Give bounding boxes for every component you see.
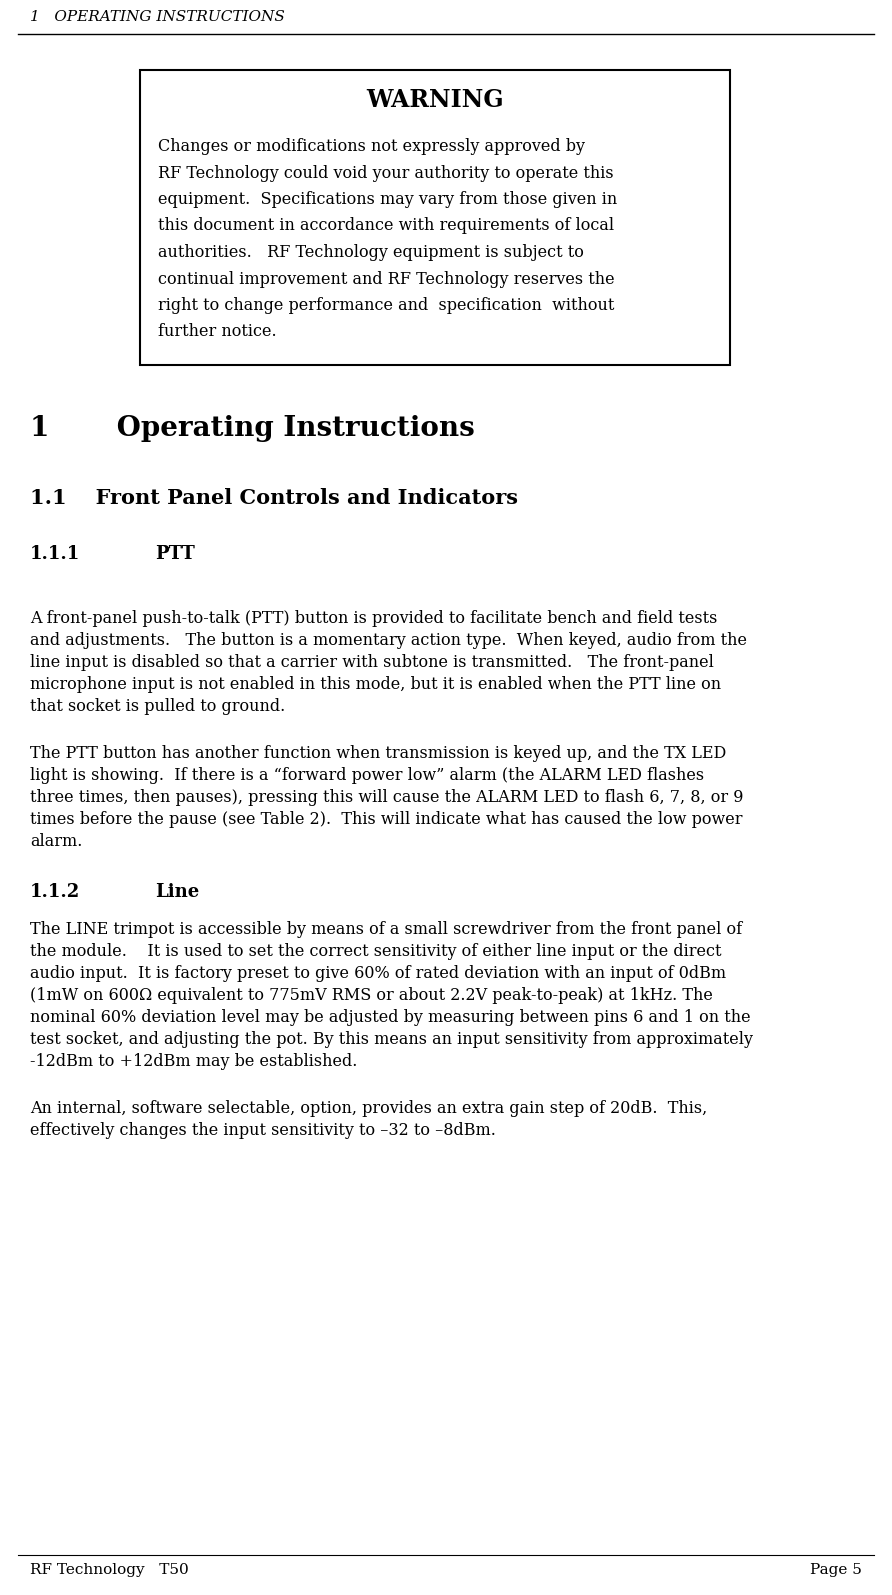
Text: 1.1.2: 1.1.2: [30, 884, 80, 901]
Text: audio input.  It is factory preset to give 60% of rated deviation with an input : audio input. It is factory preset to giv…: [30, 965, 726, 983]
Text: PTT: PTT: [155, 545, 194, 563]
Text: effectively changes the input sensitivity to –32 to –8dBm.: effectively changes the input sensitivit…: [30, 1121, 496, 1139]
Text: nominal 60% deviation level may be adjusted by measuring between pins 6 and 1 on: nominal 60% deviation level may be adjus…: [30, 1010, 751, 1026]
Text: A front-panel push-to-talk (PTT) button is provided to facilitate bench and fiel: A front-panel push-to-talk (PTT) button …: [30, 609, 717, 627]
Text: Page 5: Page 5: [810, 1563, 862, 1577]
Text: this document in accordance with requirements of local: this document in accordance with require…: [158, 217, 614, 234]
Text: RF Technology could void your authority to operate this: RF Technology could void your authority …: [158, 164, 614, 182]
Text: that socket is pulled to ground.: that socket is pulled to ground.: [30, 699, 285, 715]
Text: alarm.: alarm.: [30, 833, 82, 850]
Text: authorities.   RF Technology equipment is subject to: authorities. RF Technology equipment is …: [158, 244, 584, 262]
Text: The LINE trimpot is accessible by means of a small screwdriver from the front pa: The LINE trimpot is accessible by means …: [30, 920, 742, 938]
Text: times before the pause (see Table 2).  This will indicate what has caused the lo: times before the pause (see Table 2). Th…: [30, 810, 742, 828]
Text: 1.1    Front Panel Controls and Indicators: 1.1 Front Panel Controls and Indicators: [30, 488, 518, 507]
FancyBboxPatch shape: [140, 70, 730, 365]
Text: further notice.: further notice.: [158, 324, 277, 340]
Text: continual improvement and RF Technology reserves the: continual improvement and RF Technology …: [158, 271, 615, 287]
Text: line input is disabled so that a carrier with subtone is transmitted.   The fron: line input is disabled so that a carrier…: [30, 654, 714, 671]
Text: RF Technology   T50: RF Technology T50: [30, 1563, 189, 1577]
Text: microphone input is not enabled in this mode, but it is enabled when the PTT lin: microphone input is not enabled in this …: [30, 676, 721, 692]
Text: Line: Line: [155, 884, 199, 901]
Text: 1.1.1: 1.1.1: [30, 545, 80, 563]
Text: three times, then pauses), pressing this will cause the ALARM LED to flash 6, 7,: three times, then pauses), pressing this…: [30, 790, 744, 805]
Text: light is showing.  If there is a “forward power low” alarm (the ALARM LED flashe: light is showing. If there is a “forward…: [30, 767, 704, 785]
Text: the module.    It is used to set the correct sensitivity of either line input or: the module. It is used to set the correc…: [30, 943, 722, 960]
Text: Changes or modifications not expressly approved by: Changes or modifications not expressly a…: [158, 139, 585, 155]
Text: right to change performance and  specification  without: right to change performance and specific…: [158, 297, 615, 314]
Text: -12dBm to +12dBm may be established.: -12dBm to +12dBm may be established.: [30, 1053, 358, 1070]
Text: 1   OPERATING INSTRUCTIONS: 1 OPERATING INSTRUCTIONS: [30, 10, 285, 24]
Text: An internal, software selectable, option, provides an extra gain step of 20dB.  : An internal, software selectable, option…: [30, 1101, 707, 1116]
Text: (1mW on 600Ω equivalent to 775mV RMS or about 2.2V peak-to-peak) at 1kHz. The: (1mW on 600Ω equivalent to 775mV RMS or …: [30, 987, 713, 1003]
Text: and adjustments.   The button is a momentary action type.  When keyed, audio fro: and adjustments. The button is a momenta…: [30, 632, 747, 649]
Text: equipment.  Specifications may vary from those given in: equipment. Specifications may vary from …: [158, 191, 617, 207]
Text: WARNING: WARNING: [367, 88, 504, 112]
Text: test socket, and adjusting the pot. By this means an input sensitivity from appr: test socket, and adjusting the pot. By t…: [30, 1030, 753, 1048]
Text: The PTT button has another function when transmission is keyed up, and the TX LE: The PTT button has another function when…: [30, 745, 726, 762]
Text: 1       Operating Instructions: 1 Operating Instructions: [30, 415, 475, 442]
